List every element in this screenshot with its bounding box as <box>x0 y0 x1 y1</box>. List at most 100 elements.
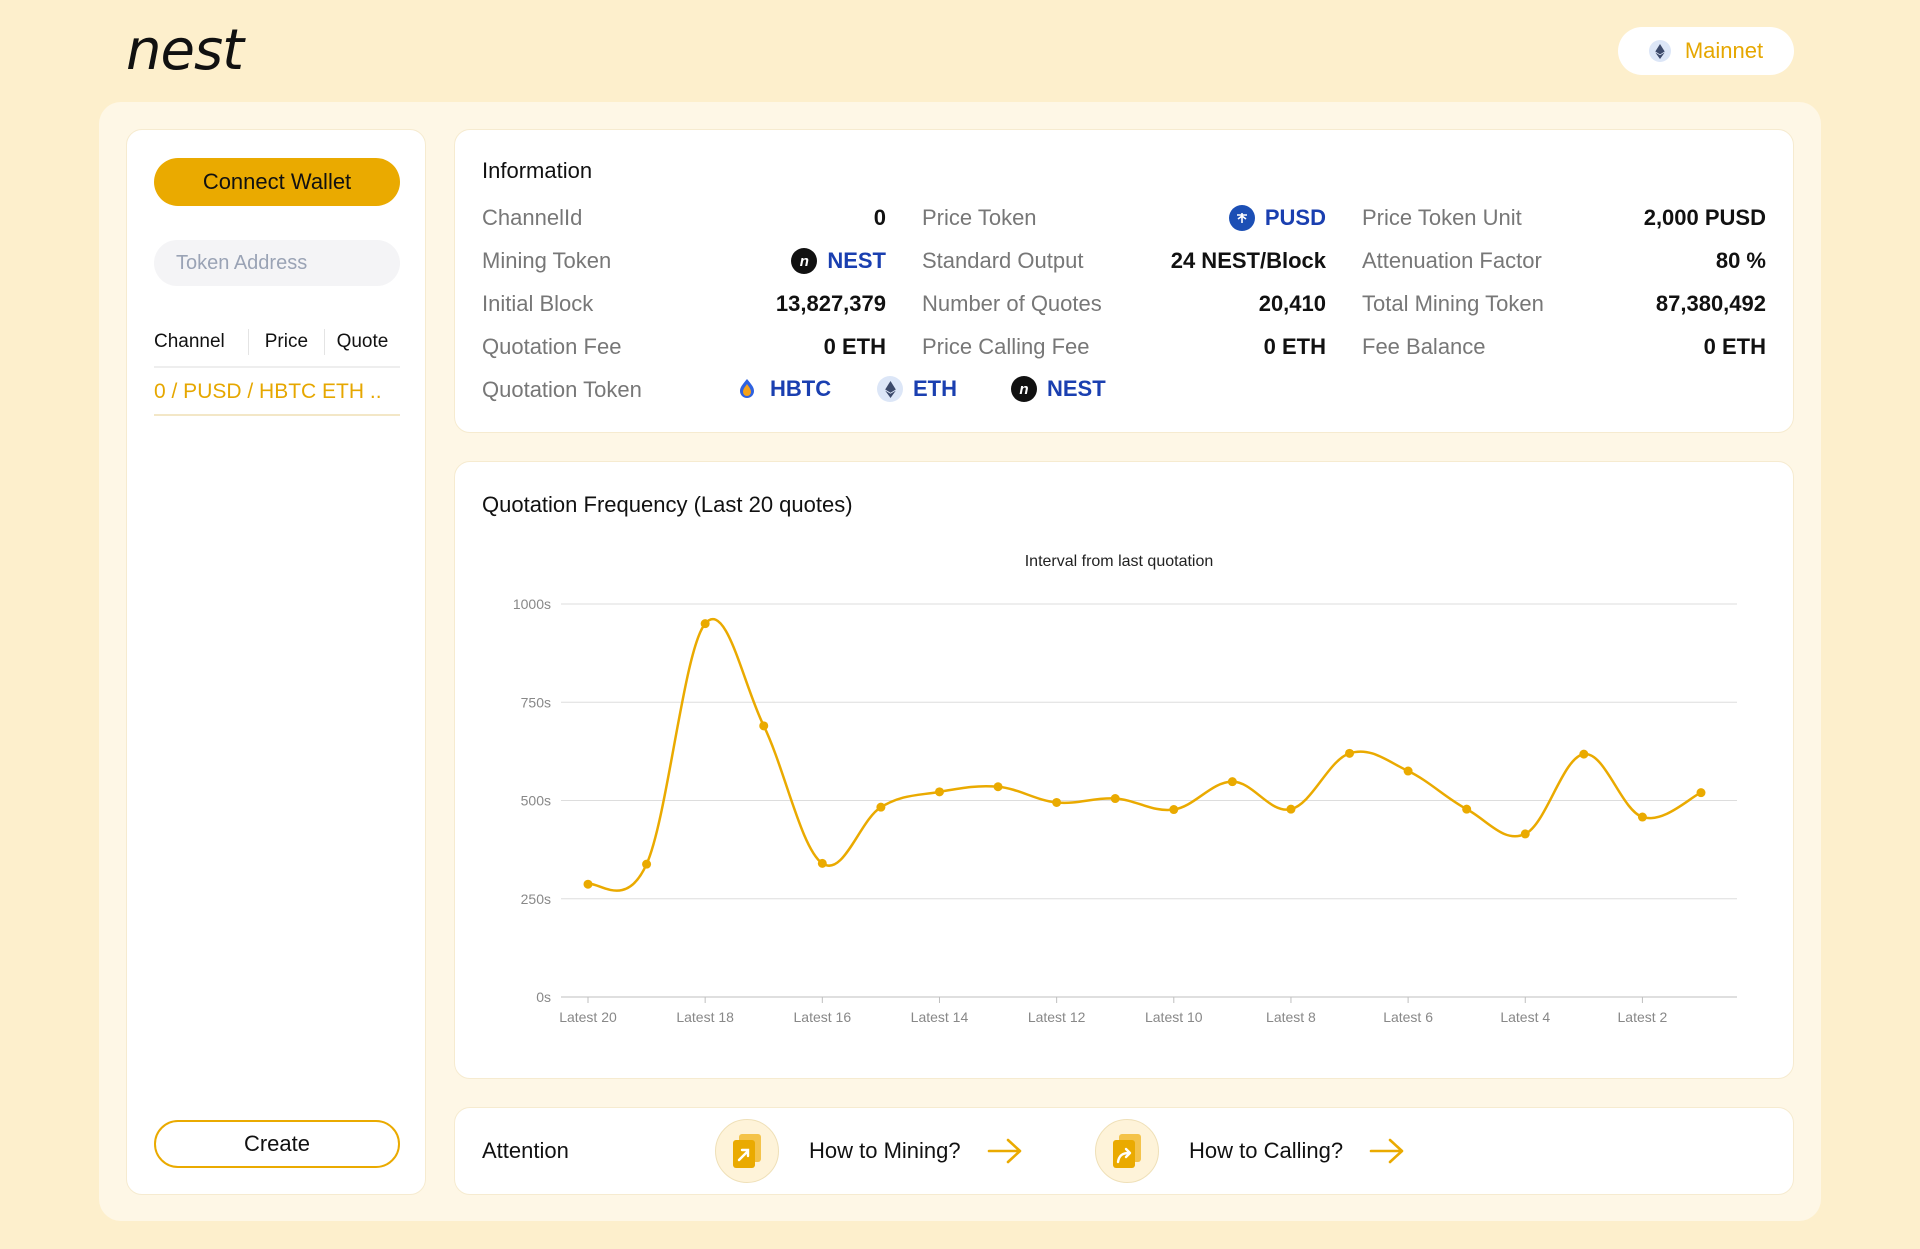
info-value: 2,000 PUSD <box>1643 205 1766 230</box>
data-point[interactable] <box>583 879 593 889</box>
x-tick-label: Latest 14 <box>911 1009 969 1025</box>
info-value[interactable]: PUSD <box>1228 205 1326 231</box>
quotation-token-name: HBTC <box>770 376 832 401</box>
data-point[interactable] <box>1403 766 1413 776</box>
x-tick-label: Latest 12 <box>1028 1009 1086 1025</box>
data-point[interactable] <box>1286 804 1296 814</box>
info-price-token-unit: Price Token Unit 2,000 PUSD <box>1362 203 1766 233</box>
x-tick-label: Latest 16 <box>794 1009 852 1025</box>
x-tick-label: Latest 2 <box>1618 1009 1668 1025</box>
chart-title: Interval from last quotation <box>1025 553 1214 570</box>
mining-doc-icon <box>715 1119 779 1183</box>
info-attenuation-factor: Attenuation Factor 80 % <box>1362 246 1766 276</box>
channel-list-item[interactable]: 0 / PUSD / HBTC ETH .. <box>154 370 400 416</box>
info-label: Initial Block <box>482 291 594 316</box>
info-total-mining-token: Total Mining Token 87,380,492 <box>1362 289 1766 319</box>
create-channel-button[interactable]: Create <box>154 1120 400 1168</box>
header-quote: Quote <box>336 331 389 352</box>
info-quotation-token: Quotation Token <box>482 375 682 405</box>
x-tick-label: Latest 8 <box>1266 1009 1316 1025</box>
info-label: Price Token Unit <box>1362 205 1522 230</box>
info-fee-balance: Fee Balance 0 ETH <box>1362 332 1766 362</box>
info-standard-output: Standard Output 24 NEST/Block <box>922 246 1326 276</box>
how-to-mining-label: How to Mining? <box>809 1138 961 1163</box>
info-value: 80 % <box>1715 248 1766 273</box>
info-value: 0 ETH <box>1263 334 1326 359</box>
hbtc-icon <box>734 376 760 402</box>
data-point[interactable] <box>1052 797 1062 807</box>
price-token-name: PUSD <box>1264 205 1326 230</box>
data-point[interactable] <box>642 859 652 869</box>
data-point[interactable] <box>759 721 769 731</box>
x-tick-label: Latest 20 <box>559 1009 617 1025</box>
info-label: Fee Balance <box>1362 334 1486 359</box>
pusd-icon <box>1228 205 1255 231</box>
how-to-calling-link[interactable]: How to Calling? <box>1095 1118 1405 1184</box>
connect-wallet-button[interactable]: Connect Wallet <box>154 158 400 206</box>
data-point[interactable] <box>1169 805 1179 815</box>
info-label: Quotation Token <box>482 377 642 402</box>
channel-list-header: Channel Price Quote <box>154 318 400 368</box>
data-point[interactable] <box>1520 829 1530 839</box>
main-container: Connect Wallet Channel Price Quote 0 / P… <box>99 102 1821 1221</box>
info-label: Number of Quotes <box>922 291 1102 316</box>
information-title: Information <box>482 158 593 183</box>
info-value: 0 ETH <box>823 334 886 359</box>
quotation-token-name: ETH <box>913 376 957 401</box>
header-divider <box>323 329 325 355</box>
info-label: Price Calling Fee <box>922 334 1090 359</box>
calling-doc-icon <box>1095 1119 1159 1183</box>
data-point[interactable] <box>1110 794 1120 804</box>
info-value: 24 NEST/Block <box>1170 248 1326 273</box>
info-value: 0 ETH <box>1703 334 1766 359</box>
data-point[interactable] <box>700 619 710 629</box>
header-price: Price <box>264 331 309 352</box>
x-tick-label: Latest 10 <box>1145 1009 1203 1025</box>
data-point[interactable] <box>876 802 886 812</box>
network-label: Mainnet <box>1684 38 1764 63</box>
data-point[interactable] <box>993 782 1003 792</box>
data-point[interactable] <box>1227 777 1237 787</box>
info-value: 0 <box>873 205 886 230</box>
data-point[interactable] <box>1696 788 1706 798</box>
info-price-token: Price Token PUSD <box>922 203 1326 233</box>
arrow-right-icon <box>1369 1138 1404 1164</box>
info-mining-token: Mining Token n NEST <box>482 246 886 276</box>
data-point[interactable] <box>1462 804 1472 814</box>
data-point[interactable] <box>1345 748 1355 758</box>
network-selector-button[interactable]: Mainnet <box>1618 27 1794 75</box>
info-label: Attenuation Factor <box>1362 248 1542 273</box>
token-address-input[interactable] <box>154 240 400 286</box>
quotation-token-eth[interactable]: ETH <box>877 376 957 402</box>
info-value[interactable]: n NEST <box>791 248 886 274</box>
y-tick-label: 1000s <box>513 596 551 612</box>
y-tick-label: 500s <box>521 793 551 809</box>
info-label: Standard Output <box>922 248 1084 273</box>
data-point[interactable] <box>934 787 944 797</box>
x-tick-label: Latest 18 <box>676 1009 734 1025</box>
frequency-chart: Interval from last quotation 0s 250s 500s 7… <box>513 553 1737 1025</box>
quotation-token-nest[interactable]: n NEST <box>1011 376 1106 402</box>
nest-logo: nest <box>126 18 244 83</box>
y-tick-label: 0s <box>536 989 551 1005</box>
info-initial-block: Initial Block 13,827,379 <box>482 289 886 319</box>
info-channel-id: ChannelId 0 <box>482 203 886 233</box>
info-price-calling-fee: Price Calling Fee 0 ETH <box>922 332 1326 362</box>
data-point[interactable] <box>1637 812 1647 822</box>
attention-card: Attention How to Mining? How to Calling? <box>454 1107 1794 1195</box>
information-card: Information ChannelId 0 Mining Token n N… <box>454 129 1794 433</box>
arrow-right-icon <box>987 1138 1021 1164</box>
attention-title: Attention <box>482 1138 569 1163</box>
eth-icon <box>1648 40 1671 62</box>
info-number-of-quotes: Number of Quotes 20,410 <box>922 289 1326 319</box>
x-tick-label: Latest 6 <box>1383 1009 1433 1025</box>
how-to-mining-link[interactable]: How to Mining? <box>715 1118 1023 1184</box>
info-label: Mining Token <box>482 248 612 273</box>
data-point[interactable] <box>817 858 827 868</box>
data-point[interactable] <box>1579 749 1589 759</box>
info-value: 87,380,492 <box>1655 291 1766 316</box>
frequency-title: Quotation Frequency (Last 20 quotes) <box>482 492 853 517</box>
quotation-token-hbtc[interactable]: HBTC <box>734 376 831 402</box>
header-divider <box>247 329 249 355</box>
eth-icon <box>877 376 903 402</box>
